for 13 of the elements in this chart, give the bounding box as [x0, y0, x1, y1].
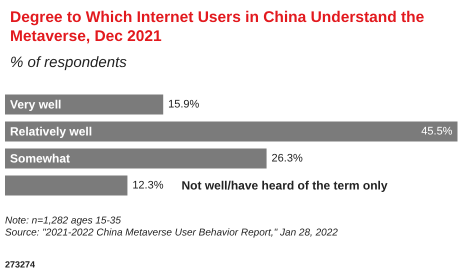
- text: 273274: [5, 260, 36, 270]
- source-note: Source: "2021-2022 China Metaverse User Behavior Report," Jan 28, 2022: [5, 228, 338, 238]
- chart-subtitle: % of respondents: [10, 54, 128, 71]
- y-tick-label: Somewhat: [10, 152, 70, 166]
- data-label: 15.9%: [168, 98, 200, 110]
- chart-title: Degree to Which Internet Users in China Understand the Metaverse, Dec 2021: [10, 9, 429, 45]
- y-tick-label: Very well: [10, 98, 62, 112]
- y-tick-label: Relatively well: [10, 124, 92, 138]
- text: Note: n=1,282 ages 15-35: [5, 216, 122, 226]
- data-label: 26.3%: [272, 152, 303, 164]
- data-label: 45.5%: [421, 126, 453, 138]
- data-label: 12.3%: [132, 180, 164, 192]
- y-tick-label: Not well/have heard of the term only: [182, 178, 388, 192]
